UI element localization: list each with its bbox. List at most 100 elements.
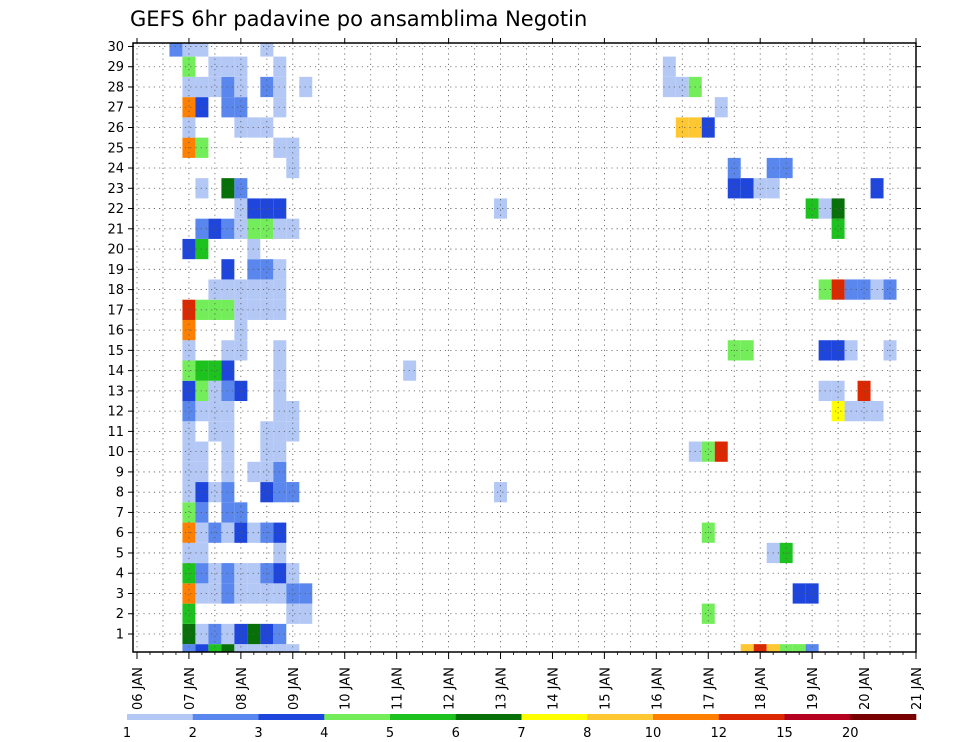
precip-cell (260, 198, 274, 219)
colorbar-label: 15 (776, 726, 793, 741)
precip-cell (234, 502, 248, 523)
precip-cell (792, 644, 806, 652)
precip-cell (208, 421, 222, 442)
precip-cell (260, 563, 274, 584)
precip-cell (247, 117, 261, 138)
precip-cell (260, 441, 274, 462)
precip-cell (182, 502, 196, 523)
x-tick-label: 17 JAN (702, 667, 717, 710)
precip-cell (494, 198, 508, 219)
precip-cell (701, 441, 715, 462)
precip-cell (221, 279, 235, 300)
y-tick-label: 16 (107, 324, 124, 339)
precip-cell (208, 623, 222, 645)
y-tick-label: 24 (107, 162, 124, 177)
colorbar-swatch (850, 714, 917, 720)
precip-cell (221, 522, 235, 543)
precip-cell (247, 238, 261, 260)
precip-cell (273, 421, 287, 442)
precip-cell (273, 380, 287, 402)
precip-cell (234, 279, 248, 300)
precip-cell (273, 137, 287, 158)
precip-cell (740, 644, 754, 652)
precip-cell (273, 482, 287, 503)
precip-cell (260, 421, 274, 442)
precip-cell (208, 299, 222, 320)
colorbar: 1 2 3 4 5 6 7 8 10 12 15 20 (123, 714, 917, 741)
precip-cell (831, 218, 845, 239)
colorbar-label: 2 (189, 726, 197, 741)
precip-cell (831, 198, 845, 219)
precip-cell (195, 360, 209, 381)
precip-cell (208, 279, 222, 300)
precip-cell (494, 482, 508, 503)
precip-cell (195, 238, 209, 260)
precip-cell (273, 461, 287, 483)
y-tick-label: 7 (116, 506, 124, 521)
precip-cell (195, 482, 209, 503)
precip-cell (805, 198, 819, 219)
colorbar-swatch (192, 714, 259, 720)
precip-cell (286, 583, 300, 604)
precip-cell (234, 299, 248, 320)
precip-cell (260, 259, 274, 280)
precip-cell (273, 583, 287, 604)
precip-cell (182, 238, 196, 260)
precip-cell (857, 401, 871, 422)
y-tick-label: 23 (107, 182, 124, 197)
colorbar-swatch (258, 714, 325, 720)
y-tick-label: 28 (107, 80, 124, 95)
y-tick-label: 11 (107, 425, 124, 440)
precip-cell (208, 380, 222, 402)
precip-cell (286, 401, 300, 422)
x-axis: 06 JAN 07 JAN 08 JAN 09 JAN 10 JAN 11 JAN 12 J… (131, 38, 925, 710)
colorbar-label: 3 (254, 726, 262, 741)
precip-cell (234, 117, 248, 138)
precip-cell (182, 441, 196, 462)
precip-cell (221, 441, 235, 462)
precip-cell (182, 56, 196, 77)
precip-cell (247, 218, 261, 239)
x-tick-label: 14 JAN (546, 667, 561, 710)
y-tick-label: 1 (116, 628, 124, 643)
precip-cell (247, 259, 261, 280)
precip-cell (260, 461, 274, 483)
precip-cell (260, 623, 274, 645)
precip-cell (273, 401, 287, 422)
precip-cell (234, 97, 248, 118)
precip-cell (208, 482, 222, 503)
precip-cell (286, 603, 300, 624)
x-tick-label: 07 JAN (183, 667, 198, 710)
colorbar-label: 1 (123, 726, 131, 741)
precip-cell (247, 279, 261, 300)
heatmap-cells (169, 43, 897, 652)
precip-cell (260, 482, 274, 503)
precip-cell (195, 299, 209, 320)
x-tick-label: 09 JAN (287, 667, 302, 710)
precip-cell (805, 644, 819, 652)
colorbar-label: 8 (583, 726, 591, 741)
precip-cell (195, 502, 209, 523)
precip-cell (182, 401, 196, 422)
precip-cell (182, 623, 196, 645)
precip-cell (675, 76, 689, 98)
y-tick-label: 9 (116, 465, 124, 480)
precip-cell (779, 644, 793, 652)
precip-cell (182, 644, 196, 652)
precip-cell (221, 360, 235, 381)
y-tick-label: 8 (116, 486, 124, 501)
x-tick-label: 13 JAN (495, 667, 510, 710)
precip-cell (286, 563, 300, 584)
precip-cell (208, 218, 222, 239)
precip-cell (221, 482, 235, 503)
colorbar-label: 4 (320, 726, 328, 741)
precip-cell (247, 198, 261, 219)
precip-cell (195, 623, 209, 645)
precip-cell (195, 522, 209, 543)
precip-cell (234, 198, 248, 219)
x-tick-label: 12 JAN (443, 667, 458, 710)
precip-cell (273, 623, 287, 645)
precip-cell (182, 603, 196, 624)
y-tick-label: 5 (116, 546, 124, 561)
precip-cell (195, 644, 209, 652)
